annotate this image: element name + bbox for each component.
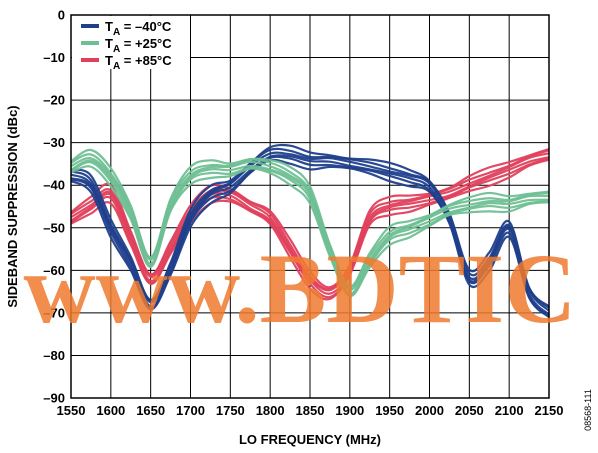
legend: TA = –40°CTA = +25°CTA = +85°C	[72, 16, 190, 72]
x-tick-label: 1550	[57, 403, 86, 418]
y-tick-label: –50	[43, 220, 65, 235]
x-tick-label: 1750	[216, 403, 245, 418]
x-tick-label: 1600	[96, 403, 125, 418]
x-tick-label: 1900	[335, 403, 364, 418]
series-line-1-trace-3	[70, 159, 550, 295]
y-tick-label: –60	[43, 263, 65, 278]
x-tick-label: 2150	[535, 403, 564, 418]
y-axis-label: SIDEBAND SUPPRESSION (dBc)	[5, 105, 20, 307]
x-tick-label: 1700	[176, 403, 205, 418]
series-line-2-trace-5	[70, 158, 550, 301]
series-line-2-trace-3	[70, 156, 550, 295]
series-line-2-trace-1	[70, 149, 550, 291]
series-line-2-trace-2	[70, 152, 550, 292]
x-tick-label: 1950	[375, 403, 404, 418]
series-line-0-trace-2	[70, 151, 550, 312]
legend-label-0: TA = –40°C	[105, 19, 172, 38]
x-tick-label: 2000	[415, 403, 444, 418]
y-tick-label: –20	[43, 93, 65, 108]
y-tick-labels: 0 –10 –20 –30 –40 –50 –60 –70 –80 –90	[43, 8, 65, 406]
y-tick-label: –40	[43, 178, 65, 193]
legend-label-2: TA = +85°C	[105, 53, 172, 72]
y-tick-label: –70	[43, 305, 65, 320]
figure-id: 08568-111	[583, 389, 593, 431]
x-axis-label: LO FREQUENCY (MHz)	[239, 432, 381, 447]
y-tick-label: –90	[43, 391, 65, 406]
x-tick-label: 2100	[495, 403, 524, 418]
watermark-text: www.BDTIC	[24, 233, 577, 344]
series-line-1-trace-2	[70, 157, 550, 291]
series-line-0-trace-1	[70, 147, 550, 309]
x-tick-labels: 1550 1600 1650 1700 1750 1800 1850 1900 1950 2000…	[57, 403, 564, 418]
y-tick-label: –10	[43, 50, 65, 65]
y-tick-label: –80	[43, 348, 65, 363]
y-tick-label: 0	[58, 8, 65, 23]
series-line-1-trace-5	[70, 165, 550, 298]
legend-label-1: TA = +25°C	[105, 36, 172, 55]
x-tick-label: 1850	[296, 403, 325, 418]
series-line-0-trace-5	[70, 158, 550, 318]
x-tick-label: 1650	[136, 403, 165, 418]
x-tick-label: 2050	[455, 403, 484, 418]
x-tick-label: 1800	[256, 403, 285, 418]
plot-frame	[70, 14, 550, 399]
series-lines	[70, 143, 550, 318]
y-tick-label: –30	[43, 135, 65, 150]
